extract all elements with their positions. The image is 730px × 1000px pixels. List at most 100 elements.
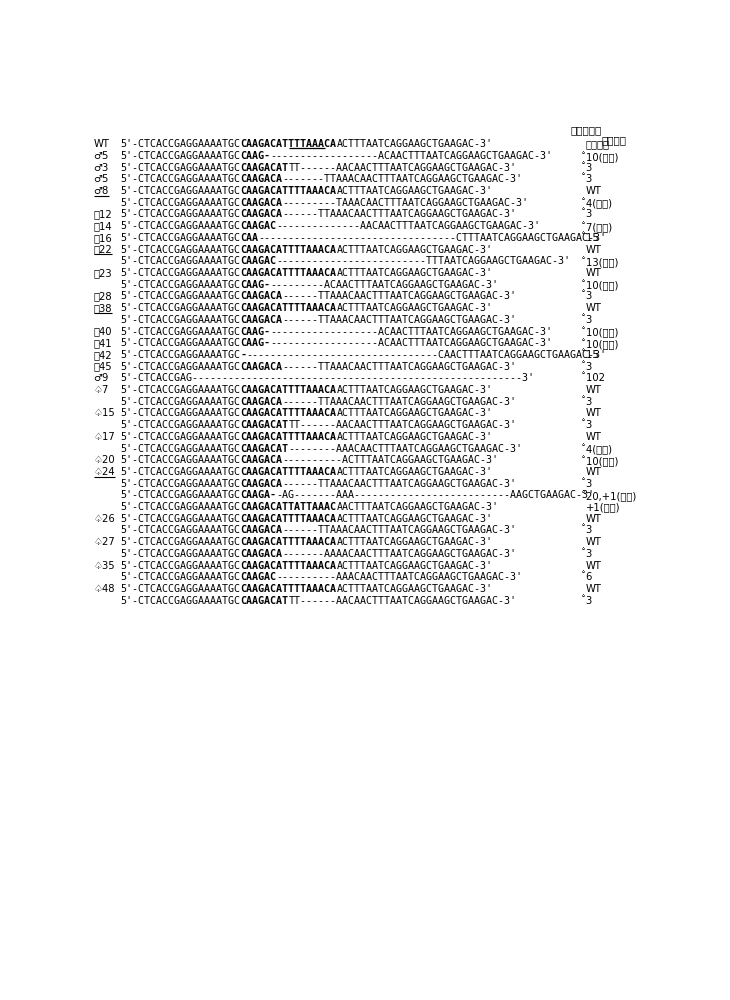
Text: CAAGACAT: CAAGACAT [241, 596, 288, 606]
Text: 5'-CTCACCGAGGAAAATGC: 5'-CTCACCGAGGAAAATGC [120, 315, 241, 325]
Text: 5'-CTCACCGAGGAAAATGC: 5'-CTCACCGAGGAAAATGC [120, 444, 241, 454]
Text: 5'-CTCACCGAGGAAAATGC: 5'-CTCACCGAGGAAAATGC [120, 139, 241, 149]
Text: CAAGACA: CAAGACA [241, 209, 283, 219]
Text: 5'-CTCACCGAGGAAAATGC: 5'-CTCACCGAGGAAAATGC [120, 549, 241, 559]
Text: ̐3: ̐3 [585, 420, 592, 430]
Text: ♤48: ♤48 [93, 584, 115, 594]
Text: WT: WT [585, 537, 602, 547]
Text: ♤15: ♤15 [93, 408, 115, 418]
Text: 5'-CTCACCGAGGAAAATGC: 5'-CTCACCGAGGAAAATGC [120, 209, 241, 219]
Text: ̐3: ̐3 [585, 315, 592, 325]
Text: 5'-CTCACCGAGGAAAATGC: 5'-CTCACCGAGGAAAATGC [120, 514, 241, 524]
Text: ♂9: ♂9 [93, 373, 109, 383]
Text: ------TTAAACAACTTTAATCAGGAAGCTGAAGAC-3': ------TTAAACAACTTTAATCAGGAAGCTGAAGAC-3' [283, 209, 517, 219]
Text: CAAGACATTTTAAACA: CAAGACATTTTAAACA [241, 303, 337, 313]
Text: ACTTTAATCAGGAAGCTGAAGAC-3': ACTTTAATCAGGAAGCTGAAGAC-3' [337, 408, 493, 418]
Text: CAAGACATTTTAAACA: CAAGACATTTTAAACA [241, 514, 337, 524]
Text: ACTTTAATCAGGAAGCTGAAGAC-3': ACTTTAATCAGGAAGCTGAAGAC-3' [337, 385, 493, 395]
Text: ------------------ACAACTTTAATCAGGAAGCTGAAGAC-3': ------------------ACAACTTTAATCAGGAAGCTGA… [271, 338, 553, 348]
Text: 5'-CTCACCGAGGAAAATGC: 5'-CTCACCGAGGAAAATGC [120, 385, 241, 395]
Text: ♤17: ♤17 [93, 432, 115, 442]
Text: CAAGACATTTTAAACA: CAAGACATTTTAAACA [241, 408, 337, 418]
Text: CAAGACATTTTAAACA: CAAGACATTTTAAACA [241, 268, 337, 278]
Text: ̐10(移码): ̐10(移码) [585, 455, 618, 467]
Text: 扂16: 扂16 [93, 233, 112, 243]
Text: ̐13(移码): ̐13(移码) [585, 256, 618, 268]
Text: WT: WT [585, 584, 602, 594]
Text: CAAG-: CAAG- [241, 280, 271, 290]
Text: CAAGAC: CAAGAC [241, 572, 277, 582]
Text: 5'-CTCACCGAGGAAAATGC: 5'-CTCACCGAGGAAAATGC [120, 303, 241, 313]
Text: 5'-CTCACCGAGGAAAATGC: 5'-CTCACCGAGGAAAATGC [120, 245, 241, 255]
Text: ̐10(移码): ̐10(移码) [585, 280, 618, 291]
Text: ACTTTAATCAGGAAGCTGAAGAC-3': ACTTTAATCAGGAAGCTGAAGAC-3' [337, 432, 493, 442]
Text: 5'-CTCACCGAGGAAAATGC: 5'-CTCACCGAGGAAAATGC [120, 502, 241, 512]
Text: ♤27: ♤27 [93, 537, 115, 547]
Text: ----------AAACAACTTTAATCAGGAAGCTGAAGAC-3': ----------AAACAACTTTAATCAGGAAGCTGAAGAC-3… [277, 572, 523, 582]
Text: 扂23: 扂23 [93, 268, 112, 278]
Text: ---------TAAACAACTTTAATCAGGAAGCTGAAGAC-3': ---------TAAACAACTTTAATCAGGAAGCTGAAGAC-3… [283, 198, 529, 208]
Text: ̐3: ̐3 [585, 163, 592, 173]
Text: WT: WT [585, 186, 602, 196]
Text: 5'-CTCACCGAGGAAAATGC: 5'-CTCACCGAGGAAAATGC [120, 596, 241, 606]
Text: CAAGACATTTTAAACA: CAAGACATTTTAAACA [241, 385, 337, 395]
Text: ---------ACAACTTTAATCAGGAAGCTGAAGAC-3': ---------ACAACTTTAATCAGGAAGCTGAAGAC-3' [271, 280, 499, 290]
Text: 5'-CTCACCGAGGAAAATGC: 5'-CTCACCGAGGAAAATGC [120, 338, 241, 348]
Text: 5'-CTCACCGAGGAAAATGC: 5'-CTCACCGAGGAAAATGC [120, 268, 241, 278]
Text: CAAGACA: CAAGACA [241, 362, 283, 372]
Text: CAAG-: CAAG- [241, 338, 271, 348]
Text: WT: WT [585, 303, 602, 313]
Text: CAAG-: CAAG- [241, 327, 271, 337]
Text: ̐3: ̐3 [585, 397, 592, 407]
Text: ̐15: ̐15 [585, 350, 599, 360]
Text: --------------AACAACTTTAATCAGGAAGCTGAAGAC-3': --------------AACAACTTTAATCAGGAAGCTGAAGA… [277, 221, 541, 231]
Text: 5'-CTCACCGAGGAAAATGC: 5'-CTCACCGAGGAAAATGC [120, 280, 241, 290]
Text: WT: WT [585, 268, 602, 278]
Text: ACTTTAATCAGGAAGCTGAAGAC-3': ACTTTAATCAGGAAGCTGAAGAC-3' [337, 139, 493, 149]
Text: ̐3: ̐3 [585, 549, 592, 559]
Text: ̐3: ̐3 [585, 525, 592, 535]
Text: CAAGACA: CAAGACA [241, 291, 283, 301]
Text: ------TTAAACAACTTTAATCAGGAAGCTGAAGAC-3': ------TTAAACAACTTTAATCAGGAAGCTGAAGAC-3' [283, 362, 517, 372]
Text: 5'-CTCACCGAGGAAAATGC: 5'-CTCACCGAGGAAAATGC [120, 163, 241, 173]
Text: CAA: CAA [241, 233, 258, 243]
Text: 扂28: 扂28 [93, 291, 112, 301]
Text: CAAGAC: CAAGAC [241, 256, 277, 266]
Text: ACTTTAATCAGGAAGCTGAAGAC-3': ACTTTAATCAGGAAGCTGAAGAC-3' [337, 268, 493, 278]
Text: -AG-------AAA--------------------------AAGCTGAAGAC-3': -AG-------AAA--------------------------A… [277, 490, 595, 500]
Text: --------AAACAACTTTAATCAGGAAGCTGAAGAC-3': --------AAACAACTTTAATCAGGAAGCTGAAGAC-3' [288, 444, 523, 454]
Text: ̐6: ̐6 [585, 572, 592, 582]
Text: ̐3: ̐3 [585, 209, 592, 219]
Text: ̐4(移码): ̐4(移码) [585, 444, 612, 455]
Text: 5'-CTCACCGAGGAAAATGC: 5'-CTCACCGAGGAAAATGC [120, 455, 241, 465]
Text: 5'-CTCACCGAGGAAAATGC: 5'-CTCACCGAGGAAAATGC [120, 327, 241, 337]
Text: ̐10(移码): ̐10(移码) [585, 327, 618, 338]
Text: ------TTAAACAACTTTAATCAGGAAGCTGAAGAC-3': ------TTAAACAACTTTAATCAGGAAGCTGAAGAC-3' [283, 315, 517, 325]
Text: ACTTTAATCAGGAAGCTGAAGAC-3': ACTTTAATCAGGAAGCTGAAGAC-3' [337, 561, 493, 571]
Text: CAAGACA: CAAGACA [241, 479, 283, 489]
Text: ̐10(移码): ̐10(移码) [585, 151, 618, 163]
Text: 5'-CTCACCGAGGAAAATGC: 5'-CTCACCGAGGAAAATGC [120, 490, 241, 500]
Text: ------TTAAACAACTTTAATCAGGAAGCTGAAGAC-3': ------TTAAACAACTTTAATCAGGAAGCTGAAGAC-3' [283, 479, 517, 489]
Text: ̐10(移码): ̐10(移码) [585, 338, 618, 350]
Text: 5'-CTCACCGAGGAAAATGC: 5'-CTCACCGAGGAAAATGC [120, 291, 241, 301]
Text: 5'-CTCACCGAGGAAAATGC: 5'-CTCACCGAGGAAAATGC [120, 561, 241, 571]
Text: ACTTTAATCAGGAAGCTGAAGAC-3': ACTTTAATCAGGAAGCTGAAGAC-3' [337, 245, 493, 255]
Text: TT------AACAACTTTAATCAGGAAGCTGAAGAC-3': TT------AACAACTTTAATCAGGAAGCTGAAGAC-3' [288, 163, 517, 173]
Text: AACTTTAATCAGGAAGCTGAAGAC-3': AACTTTAATCAGGAAGCTGAAGAC-3' [337, 502, 499, 512]
Text: CAAG-: CAAG- [241, 151, 271, 161]
Text: CAAGA-: CAAGA- [241, 490, 277, 500]
Text: 5'-CTCACCGAGGAAAATGC: 5'-CTCACCGAGGAAAATGC [120, 584, 241, 594]
Text: ̐20,+1(移码): ̐20,+1(移码) [585, 490, 636, 502]
Text: ̐102: ̐102 [585, 373, 604, 383]
Text: CAAGACA: CAAGACA [241, 174, 283, 184]
Text: ACTTTAATCAGGAAGCTGAAGAC-3': ACTTTAATCAGGAAGCTGAAGAC-3' [337, 467, 493, 477]
Text: ACTTTAATCAGGAAGCTGAAGAC-3': ACTTTAATCAGGAAGCTGAAGAC-3' [337, 186, 493, 196]
Text: 5'-CTCACCGAGGAAAATGC: 5'-CTCACCGAGGAAAATGC [120, 572, 241, 582]
Text: ̐3: ̐3 [585, 362, 592, 372]
Text: ------TTAAACAACTTTAATCAGGAAGCTGAAGAC-3': ------TTAAACAACTTTAATCAGGAAGCTGAAGAC-3' [283, 397, 517, 407]
Text: ------TTAAACAACTTTAATCAGGAAGCTGAAGAC-3': ------TTAAACAACTTTAATCAGGAAGCTGAAGAC-3' [283, 291, 517, 301]
Text: WT: WT [585, 561, 602, 571]
Text: 5'-CTCACCGAGGAAAATGC: 5'-CTCACCGAGGAAAATGC [120, 186, 241, 196]
Text: 5'-CTCACCGAG-------------------------------------------------------3': 5'-CTCACCGAG----------------------------… [120, 373, 534, 383]
